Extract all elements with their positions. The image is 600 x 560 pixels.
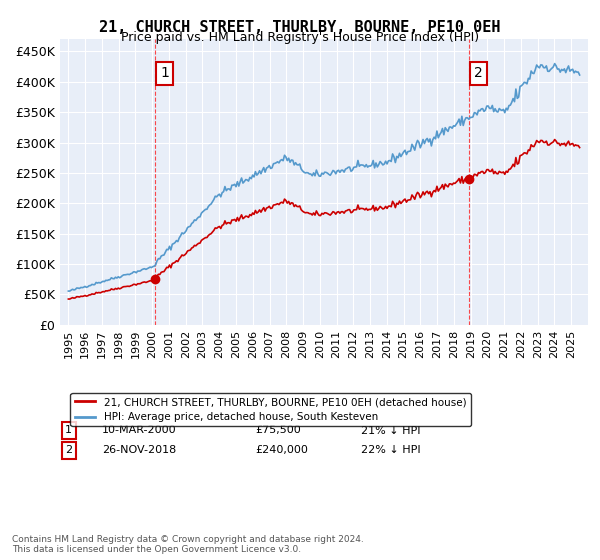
Text: £75,500: £75,500 <box>256 426 301 436</box>
Text: £240,000: £240,000 <box>256 445 308 455</box>
Text: 1: 1 <box>160 67 169 81</box>
Text: 10-MAR-2000: 10-MAR-2000 <box>102 426 177 436</box>
Text: 1: 1 <box>65 426 72 436</box>
Text: 26-NOV-2018: 26-NOV-2018 <box>102 445 176 455</box>
Text: 21% ↓ HPI: 21% ↓ HPI <box>361 426 421 436</box>
Legend: 21, CHURCH STREET, THURLBY, BOURNE, PE10 0EH (detached house), HPI: Average pric: 21, CHURCH STREET, THURLBY, BOURNE, PE10… <box>70 393 470 426</box>
Text: 21, CHURCH STREET, THURLBY, BOURNE, PE10 0EH: 21, CHURCH STREET, THURLBY, BOURNE, PE10… <box>99 20 501 35</box>
Text: Price paid vs. HM Land Registry's House Price Index (HPI): Price paid vs. HM Land Registry's House … <box>121 31 479 44</box>
Text: Contains HM Land Registry data © Crown copyright and database right 2024.
This d: Contains HM Land Registry data © Crown c… <box>12 535 364 554</box>
Text: 2: 2 <box>474 67 483 81</box>
Text: 22% ↓ HPI: 22% ↓ HPI <box>361 445 421 455</box>
Text: 2: 2 <box>65 445 73 455</box>
